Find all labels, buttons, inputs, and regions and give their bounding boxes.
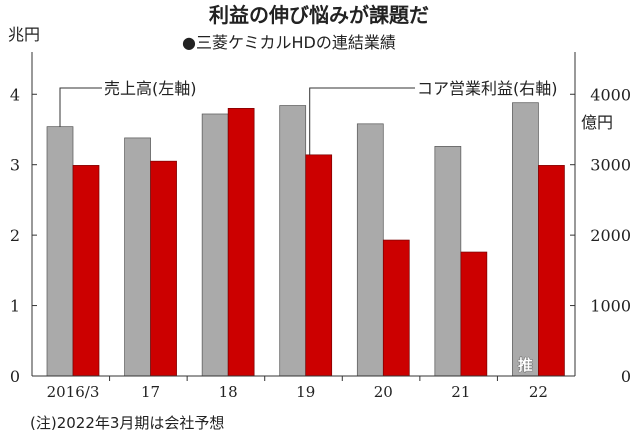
x-tick-label-3: 19 — [296, 383, 315, 401]
sales-bar-0 — [46, 126, 74, 377]
sales-bar-5 — [434, 146, 462, 377]
footnote: (注)2022年3月期は会社予想 — [30, 414, 224, 432]
x-tick-label-0: 2016/3 — [47, 383, 100, 401]
sales-bar-2 — [201, 113, 229, 377]
core-profit-bar-2 — [227, 107, 255, 377]
core-profit-bar-3 — [305, 154, 333, 377]
right-tick-label-1: 1000 — [590, 297, 631, 316]
right-tick-label-4: 4000 — [590, 85, 631, 104]
labels-layer: 2016/3 17 18 19 20 21 22 0 1 2 3 4 0 1000 2000 3000 4000… — [10, 79, 631, 401]
core-profit-bar-6 — [538, 165, 565, 377]
sales-series-label: 売上高(左軸) — [104, 79, 197, 98]
x-tick-label-5: 21 — [451, 383, 470, 401]
left-tick-label-4: 4 — [10, 85, 20, 104]
x-tick-label-2: 18 — [219, 383, 238, 401]
profit-series-label: コア営業利益(右軸) — [417, 79, 558, 98]
core-profit-bar-1 — [150, 160, 177, 377]
right-tick-label-0: 0 — [621, 367, 631, 386]
left-axis-unit: 兆円 — [8, 25, 40, 44]
bars-layer — [46, 102, 565, 377]
sales-bar-6 — [512, 102, 539, 377]
chart-subtitle: ●三菱ケミカルHDの連結業績 — [182, 33, 396, 52]
sales-callout-line — [59, 87, 102, 127]
x-tick-label-6: 22 — [529, 383, 548, 401]
estimate-marker: 推 — [518, 356, 533, 374]
sales-bar-1 — [124, 137, 151, 377]
left-tick-label-2: 2 — [10, 226, 20, 245]
core-profit-bar-4 — [382, 239, 410, 377]
x-tick-label-1: 17 — [141, 383, 160, 401]
sales-bar-4 — [356, 123, 384, 377]
profit-callout-line — [309, 87, 415, 155]
left-tick-label-1: 1 — [10, 297, 20, 316]
x-tick-label-4: 20 — [374, 383, 393, 401]
chart-title: 利益の伸び悩みが課題だ — [209, 3, 429, 27]
axes-layer — [31, 52, 576, 381]
right-axis-unit: 億円 — [581, 113, 613, 132]
left-tick-label-3: 3 — [10, 156, 20, 175]
core-profit-bar-0 — [72, 165, 100, 377]
sales-bar-3 — [279, 105, 307, 377]
left-tick-label-0: 0 — [10, 367, 20, 386]
right-tick-label-3: 3000 — [590, 156, 631, 175]
right-tick-label-2: 2000 — [590, 226, 631, 245]
core-profit-bar-5 — [460, 251, 488, 377]
